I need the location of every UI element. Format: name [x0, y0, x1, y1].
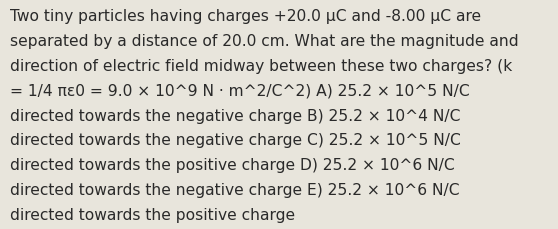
- Text: directed towards the negative charge C) 25.2 × 10^5 N/C: directed towards the negative charge C) …: [10, 133, 461, 148]
- Text: direction of electric field midway between these two charges? (k: direction of electric field midway betwe…: [10, 59, 512, 74]
- Text: directed towards the negative charge B) 25.2 × 10^4 N/C: directed towards the negative charge B) …: [10, 108, 460, 123]
- Text: separated by a distance of 20.0 cm. What are the magnitude and: separated by a distance of 20.0 cm. What…: [10, 34, 519, 49]
- Text: directed towards the negative charge E) 25.2 × 10^6 N/C: directed towards the negative charge E) …: [10, 182, 460, 197]
- Text: Two tiny particles having charges +20.0 μC and -8.00 μC are: Two tiny particles having charges +20.0 …: [10, 9, 481, 24]
- Text: directed towards the positive charge: directed towards the positive charge: [10, 207, 295, 222]
- Text: directed towards the positive charge D) 25.2 × 10^6 N/C: directed towards the positive charge D) …: [10, 158, 455, 172]
- Text: = 1/4 πε0 = 9.0 × 10^9 N · m^2/C^2) A) 25.2 × 10^5 N/C: = 1/4 πε0 = 9.0 × 10^9 N · m^2/C^2) A) 2…: [10, 83, 470, 98]
